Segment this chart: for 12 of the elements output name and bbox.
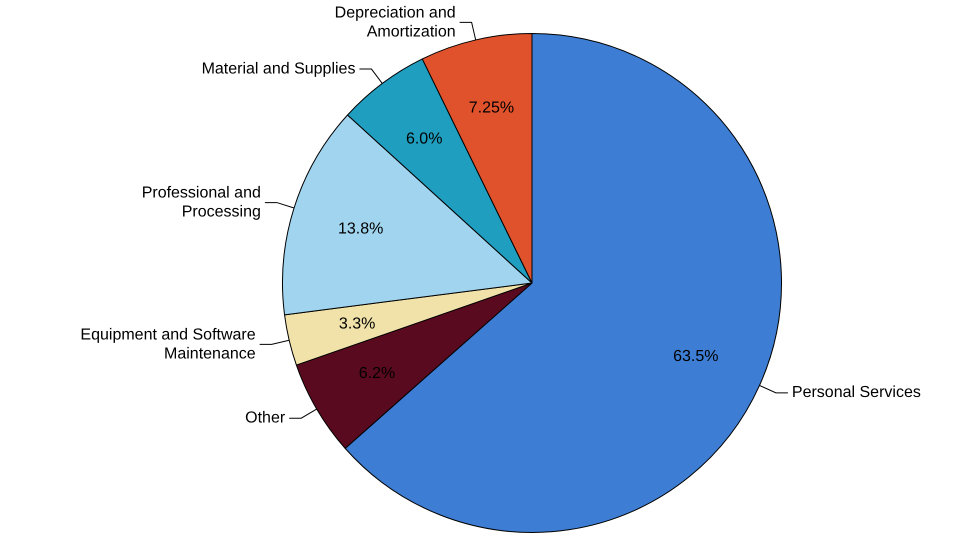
data-label: 3.3% — [338, 316, 376, 333]
data-label: 7.25% — [468, 99, 514, 116]
slice-label: Depreciation and Amortization — [334, 4, 456, 40]
data-label: 63.5% — [673, 348, 718, 366]
slice-label: Equipment and Software Maintenance — [80, 326, 256, 362]
slice-label: Professional and Processing — [142, 184, 261, 220]
data-label: 13.8% — [338, 220, 384, 238]
data-label: 6.2% — [358, 365, 396, 382]
slice-label: Material and Supplies — [202, 60, 356, 78]
slice-label: Personal Services — [792, 384, 921, 402]
data-label: 6.0% — [406, 130, 442, 148]
slice-label: Other — [245, 410, 286, 427]
